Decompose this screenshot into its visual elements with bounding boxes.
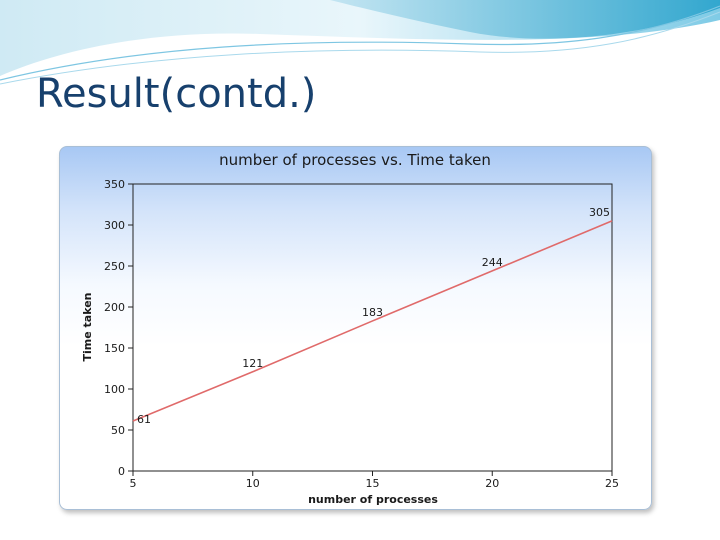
data-label: 183 xyxy=(362,306,383,319)
x-tick-label: 10 xyxy=(246,477,260,490)
chart-title: number of processes vs. Time taken xyxy=(219,151,491,169)
slide-header-decoration xyxy=(0,0,720,85)
y-tick-label: 250 xyxy=(104,260,125,273)
data-label: 244 xyxy=(482,256,503,269)
y-tick-label: 150 xyxy=(104,342,125,355)
header-wave-dark xyxy=(330,0,720,39)
data-label: 305 xyxy=(589,206,610,219)
x-axis-ticks: 5 10 15 20 25 xyxy=(130,471,619,490)
chart-series: 61 121 183 244 305 xyxy=(132,206,613,426)
data-label: 121 xyxy=(242,357,263,370)
y-tick-label: 50 xyxy=(111,424,125,437)
x-tick-label: 5 xyxy=(130,477,137,490)
series-line xyxy=(132,220,613,422)
header-swoosh-line xyxy=(0,5,720,81)
x-axis-label: number of processes xyxy=(308,493,438,506)
y-tick-label: 0 xyxy=(118,465,125,478)
header-swoosh-line-2 xyxy=(0,11,720,85)
y-tick-label: 100 xyxy=(104,383,125,396)
x-tick-label: 20 xyxy=(485,477,499,490)
x-tick-label: 25 xyxy=(605,477,619,490)
y-tick-label: 350 xyxy=(104,178,125,191)
x-tick-label: 15 xyxy=(366,477,380,490)
data-label: 61 xyxy=(137,413,151,426)
y-axis-ticks: 0 50 100 150 200 250 300 350 xyxy=(104,178,133,478)
slide-title: Result(contd.) xyxy=(36,71,317,117)
chart-axes xyxy=(132,183,613,472)
y-axis-label: Time taken xyxy=(81,292,94,361)
y-tick-label: 300 xyxy=(104,219,125,232)
y-tick-label: 200 xyxy=(104,301,125,314)
plot-area-border xyxy=(132,183,613,472)
